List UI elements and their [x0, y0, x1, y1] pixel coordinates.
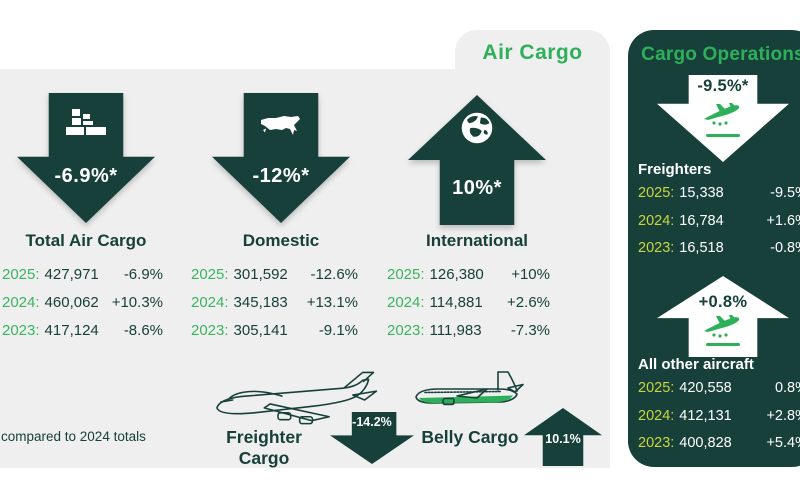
- plane-takeoff-icon: [657, 314, 789, 340]
- all-other-aircraft-table: 2025: 420,558 0.8% 2024: 412,131 +2.8% 2…: [638, 380, 800, 463]
- table-row: 2025: 301,592 -12.6%: [191, 266, 358, 283]
- freighters-table: 2025: 15,338 -9.5% 2024: 16,784 +1.6% 20…: [638, 185, 800, 268]
- international-table: 2025: 126,380 +10% 2024: 114,881 +2.6% 2…: [387, 266, 550, 350]
- all-other-aircraft-arrow: +0.8%: [657, 276, 789, 357]
- table-row: 2024: 345,183 +13.1%: [191, 294, 358, 311]
- freighter-cargo-arrow: -14.2%: [330, 412, 414, 464]
- total-air-cargo-table: 2025: 427,971 -6.9% 2024: 460,062 +10.3%…: [2, 266, 163, 350]
- domestic-table: 2025: 301,592 -12.6% 2024: 345,183 +13.1…: [191, 266, 358, 350]
- table-row: 2024: 114,881 +2.6%: [387, 294, 550, 311]
- international-arrow: 10%*: [408, 95, 546, 225]
- table-row: 2024: 16,784 +1.6%: [638, 212, 800, 229]
- total-air-cargo-pct: -6.9%*: [54, 165, 118, 187]
- freighters-arrow: -9.5%*: [657, 75, 789, 162]
- table-row: 2024: 412,131 +2.8%: [638, 407, 800, 424]
- freighter-cargo-label: Freighter Cargo: [226, 427, 302, 468]
- cargo-boxes-icon: [17, 108, 155, 136]
- freighters-label: Freighters: [638, 161, 712, 178]
- belly-cargo-arrow: 10.1%: [524, 408, 602, 466]
- globe-icon: [408, 107, 546, 149]
- international-pct: 10%*: [452, 177, 502, 199]
- table-row: 2023: 417,124 -8.6%: [2, 322, 163, 339]
- domestic-arrow: -12%*: [212, 93, 350, 223]
- runway-line: [706, 134, 740, 137]
- freighter-747-illustration: [213, 371, 405, 429]
- plane-takeoff-icon: [657, 102, 789, 128]
- table-row: 2025: 427,971 -6.9%: [2, 266, 163, 283]
- table-row: 2025: 15,338 -9.5%: [638, 185, 800, 201]
- all-other-aircraft-label: All other aircraft: [638, 356, 754, 373]
- belly-cargo-pct: 10.1%: [545, 432, 581, 446]
- total-air-cargo-label: Total Air Cargo: [25, 231, 147, 250]
- domestic-pct: -12%*: [252, 165, 310, 187]
- belly-cargo-plane-illustration: [412, 370, 532, 422]
- table-row: 2025: 126,380 +10%: [387, 266, 550, 283]
- domestic-label: Domestic: [242, 231, 320, 250]
- international-label: International: [425, 231, 528, 250]
- cargo-operations-panel: Cargo Operations -9.5%* Freighters 20: [628, 30, 800, 467]
- footnote: compared to 2024 totals: [1, 429, 146, 444]
- table-row: 2023: 400,828 +5.4%: [638, 435, 800, 451]
- table-row: 2023: 16,518 -0.8%: [638, 240, 800, 256]
- usa-map-icon: [212, 113, 350, 139]
- belly-cargo-label: Belly Cargo: [421, 427, 519, 447]
- freighters-pct: -9.5%*: [697, 77, 749, 95]
- table-row: 2024: 460,062 +10.3%: [2, 294, 163, 311]
- table-row: 2025: 420,558 0.8%: [638, 380, 800, 396]
- table-row: 2023: 305,141 -9.1%: [191, 322, 358, 339]
- all-other-aircraft-pct: +0.8%: [698, 293, 748, 311]
- table-row: 2023: 111,983 -7.3%: [387, 322, 550, 339]
- cargo-operations-title: Cargo Operations: [641, 44, 800, 65]
- runway-line: [706, 343, 740, 346]
- freighter-cargo-pct: -14.2%: [352, 415, 392, 429]
- total-air-cargo-arrow: -6.9%*: [17, 93, 155, 223]
- air-cargo-tab: Air Cargo: [455, 30, 610, 76]
- air-cargo-tab-title: Air Cargo: [482, 41, 583, 64]
